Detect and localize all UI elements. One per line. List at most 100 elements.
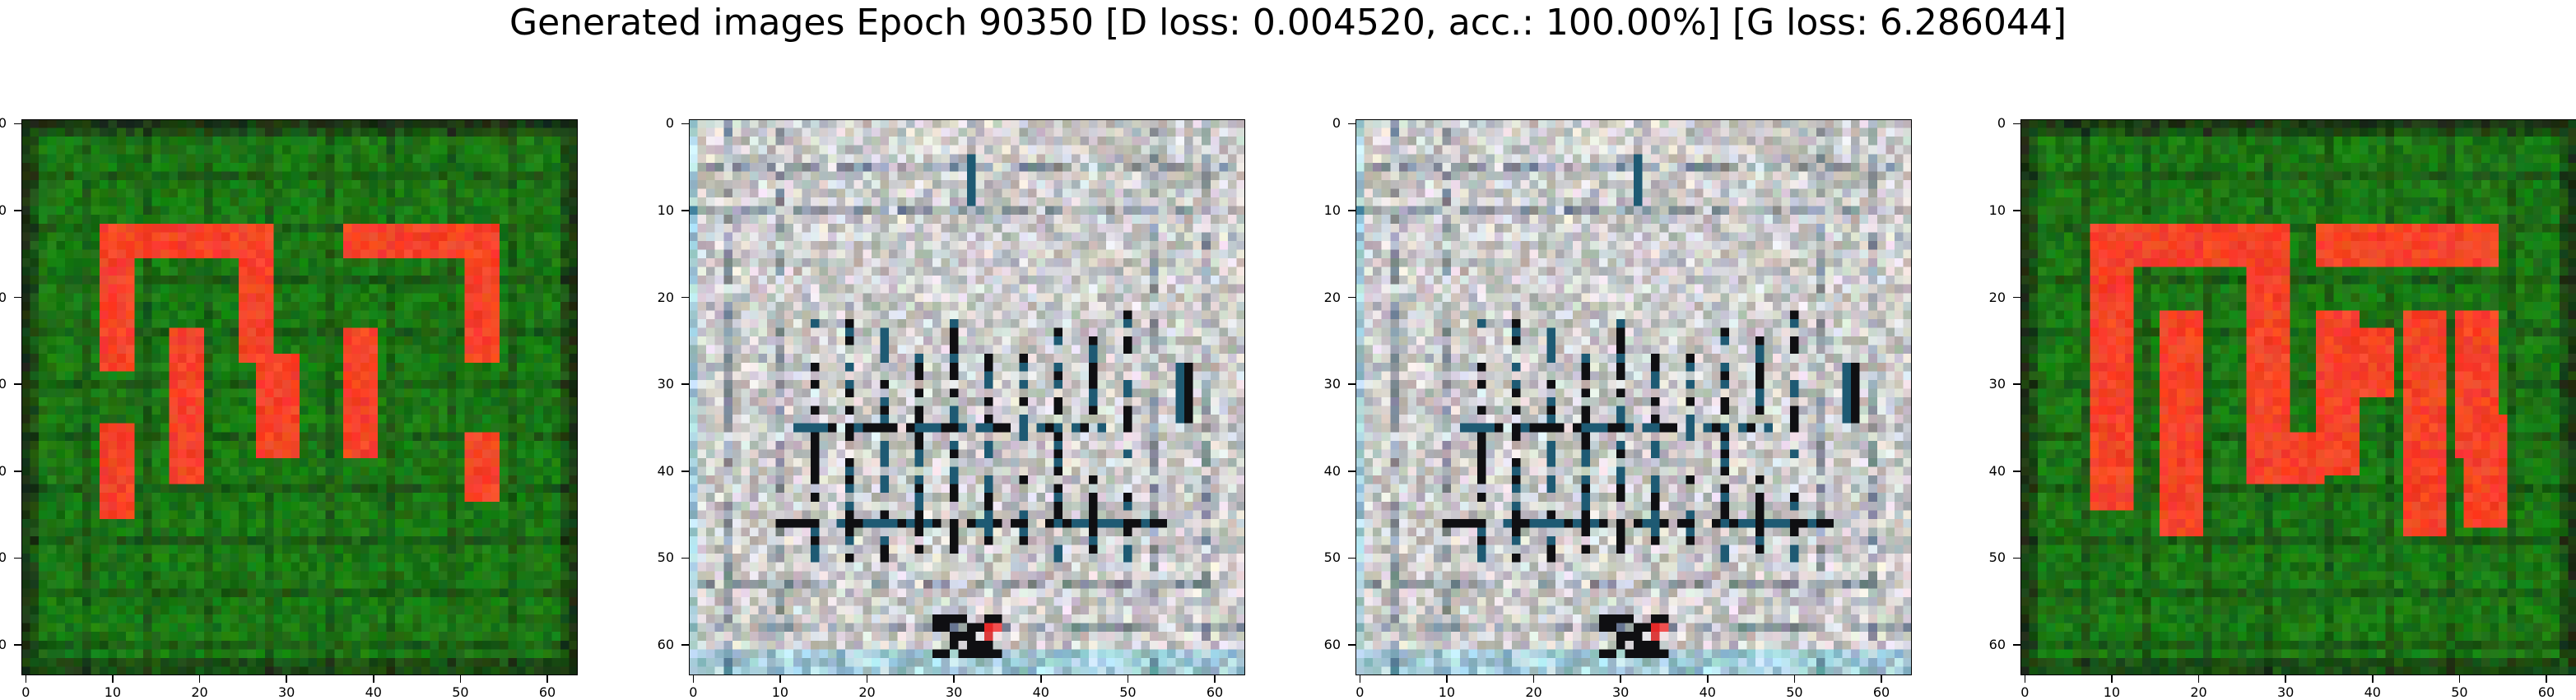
y-tick-label: 0 — [1997, 115, 2006, 132]
x-tick-mark — [2111, 675, 2113, 683]
y-tick-label: 40 — [1988, 462, 2006, 479]
y-tick-mark — [2013, 123, 2020, 125]
x-tick-label: 50 — [2451, 684, 2468, 700]
y-tick-label: 10 — [0, 202, 7, 218]
y-tick-label: 60 — [1988, 637, 2006, 653]
y-tick-mark — [681, 210, 689, 211]
x-tick-label: 60 — [1872, 684, 1890, 700]
x-tick-mark — [1127, 675, 1129, 683]
image-plot-3 — [1355, 119, 1912, 675]
y-tick-mark — [1348, 296, 1355, 299]
y-tick-mark — [14, 296, 21, 299]
y-tick-label: 0 — [0, 115, 7, 132]
y-tick-label: 20 — [0, 289, 7, 305]
y-tick-label: 10 — [657, 202, 674, 218]
x-tick-mark — [2285, 675, 2286, 683]
x-tick-mark — [866, 675, 868, 683]
y-tick-label: 20 — [657, 289, 674, 305]
x-tick-mark — [546, 675, 548, 683]
y-tick-mark — [14, 123, 21, 125]
generated-image-4 — [2020, 119, 2576, 675]
y-tick-mark — [681, 123, 689, 125]
x-tick-label: 20 — [2190, 684, 2207, 700]
y-tick-mark — [1348, 644, 1355, 646]
y-tick-label: 60 — [1323, 637, 1341, 653]
y-tick-label: 0 — [1332, 115, 1341, 132]
y-tick-mark — [1348, 471, 1355, 472]
x-tick-mark — [198, 675, 201, 683]
x-tick-label: 10 — [2103, 684, 2121, 700]
y-tick-mark — [1348, 383, 1355, 385]
x-tick-label: 50 — [1119, 684, 1137, 700]
y-tick-mark — [1348, 557, 1355, 559]
x-tick-label: 30 — [1611, 684, 1630, 700]
x-tick-label: 60 — [1206, 684, 1224, 700]
y-tick-mark — [2013, 296, 2020, 299]
x-tick-mark — [2197, 675, 2200, 683]
x-tick-mark — [373, 675, 374, 683]
x-tick-label: 40 — [1699, 684, 1716, 700]
figure-title: Generated images Epoch 90350 [D loss: 0.… — [509, 2, 2067, 44]
y-tick-label: 20 — [1323, 289, 1341, 305]
y-tick-mark — [1348, 123, 1355, 125]
y-tick-label: 50 — [1988, 549, 2006, 566]
y-tick-label: 10 — [1323, 202, 1341, 218]
x-tick-mark — [1532, 675, 1535, 683]
y-tick-mark — [14, 210, 21, 211]
generated-image-1 — [21, 119, 578, 675]
x-tick-label: 0 — [689, 684, 698, 700]
x-tick-label: 50 — [452, 684, 469, 700]
y-tick-mark — [2013, 644, 2020, 646]
y-tick-mark — [681, 383, 689, 385]
y-tick-label: 40 — [657, 462, 674, 479]
x-tick-label: 60 — [538, 684, 556, 700]
y-tick-mark — [14, 471, 21, 472]
y-tick-mark — [2013, 471, 2020, 472]
x-tick-mark — [779, 675, 781, 683]
x-tick-mark — [286, 675, 287, 683]
x-tick-mark — [1446, 675, 1448, 683]
y-tick-label: 60 — [0, 637, 7, 653]
x-tick-label: 40 — [2364, 684, 2381, 700]
y-tick-label: 40 — [0, 462, 7, 479]
x-tick-label: 0 — [1355, 684, 1365, 700]
y-tick-label: 40 — [1323, 462, 1341, 479]
x-tick-mark — [953, 675, 955, 683]
x-tick-mark — [1359, 675, 1361, 683]
y-tick-mark — [2013, 383, 2020, 385]
image-plot-4 — [2020, 119, 2576, 675]
x-tick-label: 30 — [277, 684, 295, 700]
x-tick-mark — [2024, 675, 2026, 683]
x-tick-mark — [459, 675, 462, 683]
y-tick-mark — [14, 383, 21, 385]
y-tick-label: 20 — [1988, 289, 2006, 305]
x-tick-mark — [2372, 675, 2374, 683]
y-tick-label: 50 — [0, 549, 7, 566]
x-tick-label: 20 — [1525, 684, 1542, 700]
x-tick-mark — [1040, 675, 1042, 683]
subplot-3: 0 10 20 30 40 50 60 0 10 20 30 40 50 60 — [1324, 116, 1912, 700]
y-tick-label: 30 — [1323, 376, 1341, 392]
image-plot-1 — [21, 119, 578, 675]
y-tick-label: 30 — [1988, 376, 2006, 392]
x-tick-mark — [112, 675, 114, 683]
subplot-1: 0 10 20 30 40 50 60 0 10 20 30 40 50 60 — [0, 116, 578, 700]
x-tick-label: 0 — [2020, 684, 2030, 700]
x-tick-label: 50 — [1786, 684, 1803, 700]
y-tick-label: 10 — [1988, 202, 2006, 218]
x-tick-mark — [2546, 675, 2547, 683]
subplot-4: 0 10 20 30 40 50 60 0 10 20 30 40 50 60 — [1989, 116, 2576, 700]
x-tick-mark — [1881, 675, 1882, 683]
y-tick-label: 50 — [657, 549, 674, 566]
y-tick-mark — [2013, 557, 2020, 559]
generated-image-2 — [689, 119, 1245, 675]
x-tick-mark — [2458, 675, 2461, 683]
x-tick-label: 0 — [21, 684, 30, 700]
generated-image-3 — [1355, 119, 1912, 675]
x-tick-mark — [692, 675, 695, 683]
x-tick-label: 10 — [1438, 684, 1456, 700]
x-tick-label: 60 — [2537, 684, 2555, 700]
y-tick-mark — [14, 644, 21, 646]
x-tick-mark — [1707, 675, 1709, 683]
x-tick-label: 40 — [365, 684, 382, 700]
